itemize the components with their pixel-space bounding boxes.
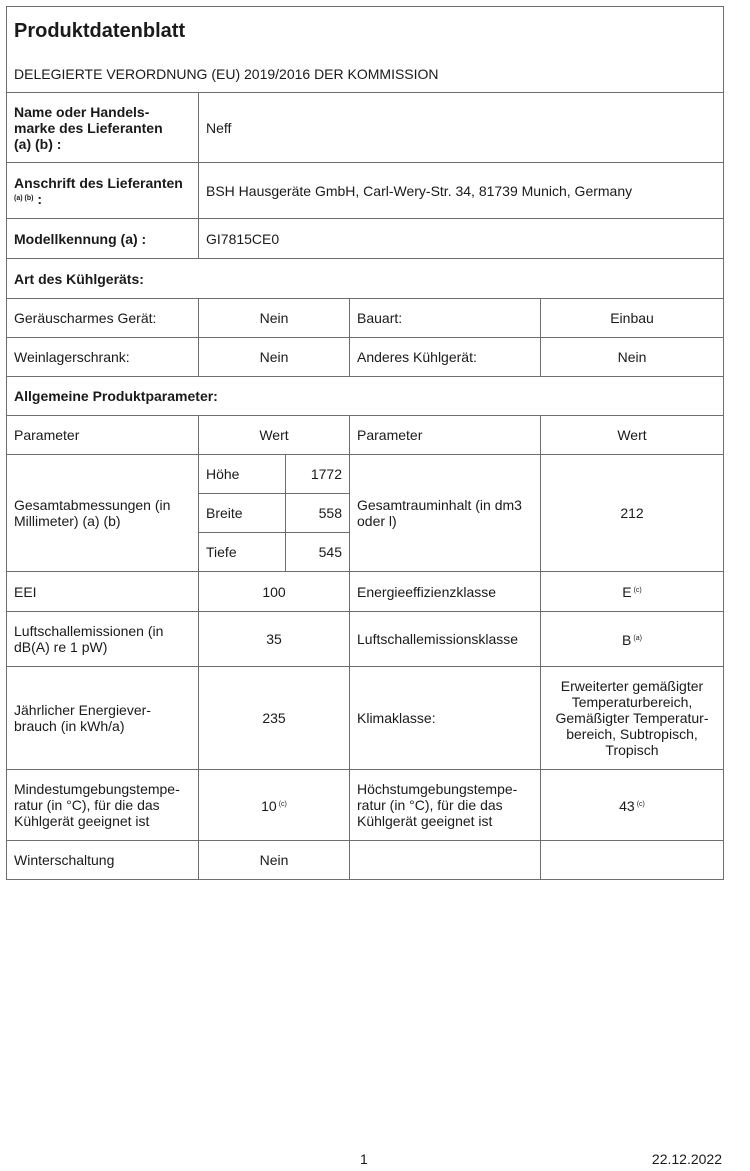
type-heading: Art des Kühlgeräts: bbox=[6, 258, 724, 299]
noise-label: Luftschallemissionen (in dB(A) re 1 pW) bbox=[6, 611, 199, 667]
other-appliance-value: Nein bbox=[540, 337, 724, 377]
eei-label: EEI bbox=[6, 571, 199, 612]
other-appliance-label: Anderes Kühlgerät: bbox=[349, 337, 541, 377]
empty-cell bbox=[349, 840, 541, 880]
depth-value: 545 bbox=[285, 532, 350, 572]
col-header-value-2: Wert bbox=[540, 415, 724, 455]
low-noise-label: Geräuscharmes Gerät: bbox=[6, 298, 199, 338]
volume-label: Gesamtrauminhalt (in dm3 oder l) bbox=[349, 454, 541, 572]
design-value: Einbau bbox=[540, 298, 724, 338]
supplier-name-value: Neff bbox=[198, 92, 724, 163]
energy-class-label: Energieeffizienzklasse bbox=[349, 571, 541, 612]
energy-class-value: E (c) bbox=[540, 571, 724, 612]
col-header-value: Wert bbox=[198, 415, 350, 455]
min-temp-value: 10 (c) bbox=[198, 769, 350, 841]
wine-storage-label: Weinlagerschrank: bbox=[6, 337, 199, 377]
energy-consumption-label: Jährlicher Energiever- brauch (in kWh/a) bbox=[6, 666, 199, 770]
page-title: Produktdatenblatt bbox=[14, 20, 186, 42]
max-temp-value: 43 (c) bbox=[540, 769, 724, 841]
volume-value: 212 bbox=[540, 454, 724, 572]
climate-class-value: Erweiterter gemäßigter Temperaturbereich… bbox=[540, 666, 724, 770]
supplier-name-label: Name oder Handels- marke des Lieferanten… bbox=[6, 92, 199, 163]
width-value: 558 bbox=[285, 493, 350, 533]
max-temp-label: Höchstumgebungstempe- ratur (in °C), für… bbox=[349, 769, 541, 841]
width-label: Breite bbox=[198, 493, 286, 533]
col-header-param: Parameter bbox=[6, 415, 199, 455]
document-date: 22.12.2022 bbox=[651, 1151, 722, 1167]
winter-switch-label: Winterschaltung bbox=[6, 840, 199, 880]
wine-storage-value: Nein bbox=[198, 337, 350, 377]
col-header-param-2: Parameter bbox=[349, 415, 541, 455]
eei-value: 100 bbox=[198, 571, 350, 612]
min-temp-label: Mindestumgebungstempe- ratur (in °C), fü… bbox=[6, 769, 199, 841]
model-value: GI7815CE0 bbox=[198, 218, 724, 259]
empty-cell bbox=[540, 840, 724, 880]
supplier-address-value: BSH Hausgeräte GmbH, Carl-Wery-Str. 34, … bbox=[198, 162, 724, 219]
product-data-table: Produktdatenblatt DELEGIERTE VERORDNUNG … bbox=[6, 6, 724, 880]
winter-switch-value: Nein bbox=[198, 840, 350, 880]
regulation-subtitle: DELEGIERTE VERORDNUNG (EU) 2019/2016 DER… bbox=[14, 66, 439, 82]
noise-class-value: B (a) bbox=[540, 611, 724, 667]
low-noise-value: Nein bbox=[198, 298, 350, 338]
params-heading: Allgemeine Produktparameter: bbox=[6, 376, 724, 416]
supplier-address-label: Anschrift des Lieferanten (a) (b) : bbox=[6, 162, 199, 219]
height-value: 1772 bbox=[285, 454, 350, 494]
model-label: Modellkennung (a) : bbox=[6, 218, 199, 259]
noise-class-label: Luftschallemissionsklasse bbox=[349, 611, 541, 667]
page-number: 1 bbox=[360, 1151, 368, 1167]
dimensions-label: Gesamtabmessungen (in Millimeter) (a) (b… bbox=[6, 454, 199, 572]
noise-value: 35 bbox=[198, 611, 350, 667]
climate-class-label: Klimaklasse: bbox=[349, 666, 541, 770]
design-label: Bauart: bbox=[349, 298, 541, 338]
depth-label: Tiefe bbox=[198, 532, 286, 572]
energy-consumption-value: 235 bbox=[198, 666, 350, 770]
height-label: Höhe bbox=[198, 454, 286, 494]
